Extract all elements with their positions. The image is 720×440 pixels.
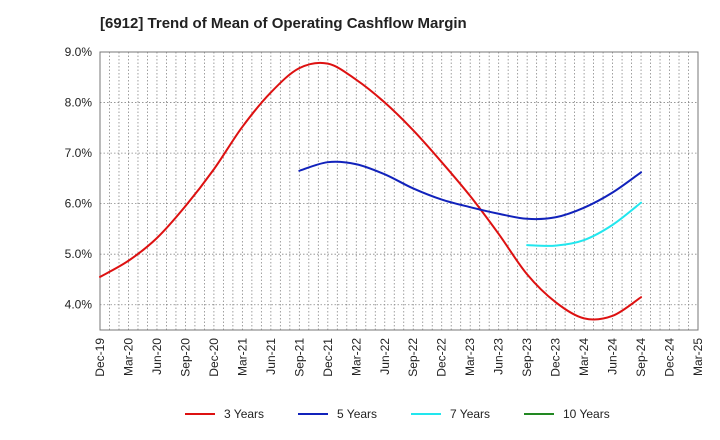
legend-label-10-years: 10 Years (563, 407, 610, 421)
x-tick-label: Dec-19 (93, 338, 107, 377)
y-tick-label: 4.0% (65, 298, 93, 312)
x-tick-label: Dec-23 (549, 338, 563, 377)
legend-label-5-years: 5 Years (337, 407, 377, 421)
x-tick-label: Dec-20 (207, 338, 221, 377)
y-tick-label: 5.0% (65, 247, 93, 261)
x-tick-label: Dec-24 (663, 338, 677, 377)
axes: 4.0% 5.0% 6.0% 7.0% 8.0% 9.0% Dec-19 Mar-20 Jun-… (65, 45, 705, 377)
x-tick-label: Sep-21 (292, 338, 306, 377)
x-tick-label: Sep-24 (634, 338, 648, 377)
x-tick-label: Jun-24 (606, 338, 620, 375)
plot-frame (99, 51, 699, 331)
x-tick-label: Mar-20 (121, 338, 135, 376)
series-lines (99, 61, 643, 321)
grid (99, 51, 699, 330)
series-line-7-years (526, 201, 643, 247)
x-tick-label: Jun-22 (378, 338, 392, 375)
x-tick-label: Sep-23 (520, 338, 534, 377)
legend: 3 Years 5 Years 7 Years 10 Years (185, 407, 610, 421)
x-tick-label: Dec-22 (435, 338, 449, 377)
y-tick-label: 9.0% (65, 45, 93, 59)
y-tick-label: 8.0% (65, 96, 93, 110)
x-tick-label: Dec-21 (321, 338, 335, 377)
y-tick-label: 6.0% (65, 197, 93, 211)
series-line-3-years (99, 61, 643, 321)
x-tick-label: Jun-20 (150, 338, 164, 375)
x-tick-label: Mar-24 (577, 338, 591, 376)
legend-label-3-years: 3 Years (224, 407, 264, 421)
chart-title: [6912] Trend of Mean of Operating Cashfl… (100, 15, 467, 32)
x-tick-label: Mar-23 (463, 338, 477, 376)
x-tick-label: Mar-21 (235, 338, 249, 376)
legend-label-7-years: 7 Years (450, 407, 490, 421)
x-tick-label: Jun-23 (492, 338, 506, 375)
x-tick-label: Mar-22 (349, 338, 363, 376)
x-tick-label: Mar-25 (691, 338, 705, 376)
x-tick-label: Sep-20 (178, 338, 192, 377)
x-tick-label: Jun-21 (264, 338, 278, 375)
series-line-5-years (298, 160, 643, 221)
x-tick-label: Sep-22 (406, 338, 420, 377)
y-tick-label: 7.0% (65, 146, 93, 160)
